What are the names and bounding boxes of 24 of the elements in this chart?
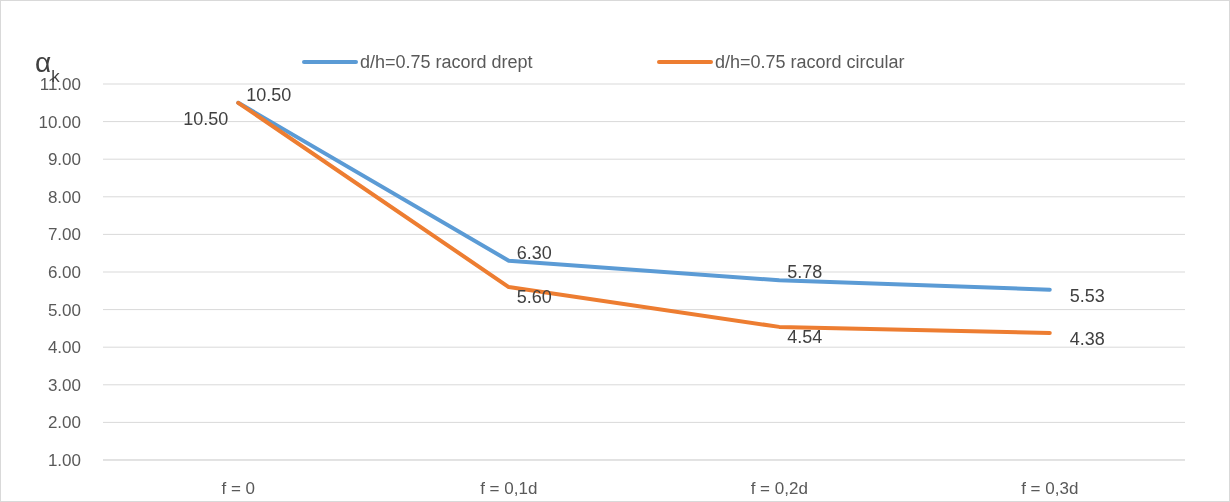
y-tick-label: 6.00: [47, 262, 81, 282]
y-tick-label: 5.00: [47, 300, 81, 320]
y-tick-label: 9.00: [47, 150, 81, 170]
y-tick-label: 1.00: [47, 450, 81, 470]
data-label: 4.38: [1069, 329, 1105, 350]
y-tick-label: 8.00: [47, 187, 81, 207]
y-tick-label: 2.00: [47, 413, 81, 433]
x-tick-label: f = 0: [221, 479, 256, 498]
data-label: 6.30: [516, 242, 552, 263]
legend-label: d/h=0.75 racord drept: [360, 52, 533, 73]
data-label: 5.53: [1069, 285, 1105, 306]
y-tick-label: 4.00: [47, 338, 81, 358]
x-tick-label: f = 0,1d: [480, 479, 538, 498]
data-label: 5.60: [516, 287, 552, 308]
legend-label: d/h=0.75 racord circular: [715, 52, 905, 73]
data-label: 5.78: [787, 262, 823, 283]
x-tick-label: f = 0,2d: [750, 479, 808, 498]
data-label: 10.50: [246, 84, 292, 105]
x-tick-label: f = 0,3d: [1021, 479, 1079, 498]
y-tick-label: 10.00: [38, 112, 81, 132]
y-tick-label: 7.00: [47, 225, 81, 245]
y-tick-label: 3.00: [47, 375, 81, 395]
data-label: 4.54: [787, 327, 823, 348]
data-label: 10.50: [183, 109, 229, 130]
